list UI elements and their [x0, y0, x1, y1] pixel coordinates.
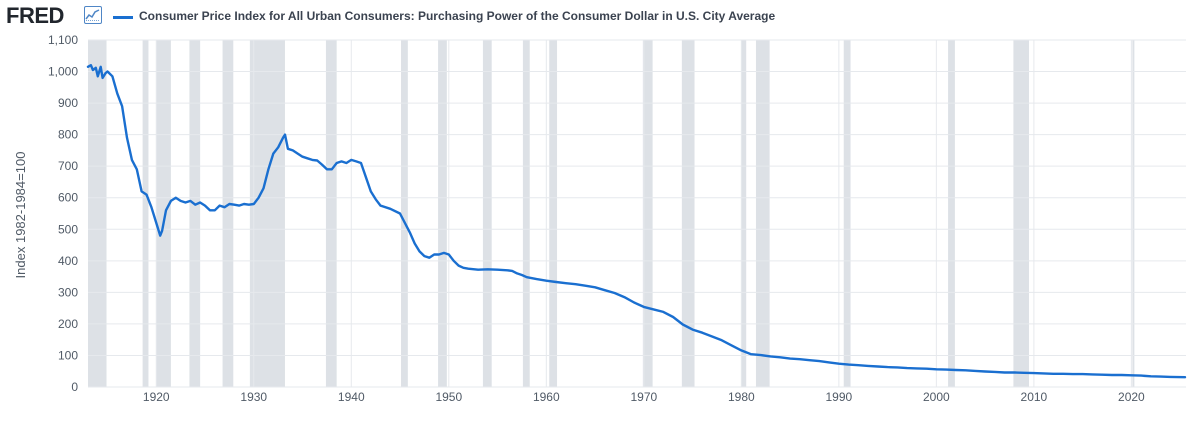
y-tick-label: 0: [71, 380, 78, 394]
recession-band-10: [522, 40, 530, 387]
recession-band-7: [401, 40, 408, 387]
series-line-0[interactable]: [86, 63, 1187, 379]
recession-band-2: [156, 40, 171, 387]
recession-band-3: [189, 40, 201, 387]
grid-lines: [88, 39, 1186, 388]
x-axis-ticks: 1920 1930 1940 1950 1960 1970 1980 1990 2000 2010…: [143, 390, 1145, 404]
x-tick-label: 1960: [533, 390, 560, 404]
y-tick-label: 200: [58, 317, 78, 331]
recession-band-12: [642, 40, 653, 387]
recession-band-16: [843, 40, 851, 387]
x-tick-label: 1920: [143, 390, 170, 404]
x-tick-label: 1950: [435, 390, 462, 404]
recession-band-5: [249, 40, 285, 387]
y-tick-label: 900: [58, 96, 78, 110]
y-tick-label: 1,100: [48, 33, 78, 47]
recession-band-15: [755, 40, 770, 387]
recession-band-13: [681, 40, 695, 387]
y-tick-label: 300: [58, 285, 78, 299]
y-tick-label: 500: [58, 222, 78, 236]
recession-band-18: [1013, 40, 1030, 387]
line-chart-icon: [84, 6, 102, 24]
recession-band-19: [1132, 40, 1135, 387]
recession-band-4: [222, 40, 234, 387]
recession-band-0: [88, 40, 107, 387]
legend-label[interactable]: Consumer Price Index for All Urban Consu…: [139, 9, 776, 23]
legend-swatch: [113, 16, 133, 19]
series-group: [86, 63, 1187, 379]
recession-band-14: [741, 40, 747, 387]
y-tick-label: 600: [58, 191, 78, 205]
x-tick-label: 2010: [1021, 390, 1048, 404]
recession-band-17: [948, 40, 955, 387]
x-tick-label: 1980: [728, 390, 755, 404]
x-tick-label: 1970: [630, 390, 657, 404]
recession-band-1: [142, 40, 149, 387]
recession-bands: [88, 40, 1135, 387]
chart-header: FRED Consumer Price Index for All Urban …: [0, 0, 1200, 34]
y-tick-label: 700: [58, 159, 78, 173]
x-tick-label: 1990: [826, 390, 853, 404]
y-tick-label: 400: [58, 254, 78, 268]
recession-band-8: [438, 40, 447, 387]
y-tick-label: 1,000: [48, 65, 78, 79]
x-tick-label: 1930: [240, 390, 267, 404]
recession-band-11: [549, 40, 558, 387]
recession-band-9: [482, 40, 492, 387]
x-tick-label: 2000: [923, 390, 950, 404]
y-tick-label: 100: [58, 348, 78, 362]
x-tick-label: 2020: [1118, 390, 1145, 404]
y-axis-label: Index 1982-1984=100: [13, 152, 28, 279]
recession-band-6: [325, 40, 337, 387]
fred-logo[interactable]: FRED: [6, 3, 64, 28]
y-tick-label: 800: [58, 128, 78, 142]
x-tick-label: 1940: [338, 390, 365, 404]
y-axis-ticks: 0 100 200 300 400 500 600 700 800 900 1,000 1,100: [48, 33, 78, 394]
